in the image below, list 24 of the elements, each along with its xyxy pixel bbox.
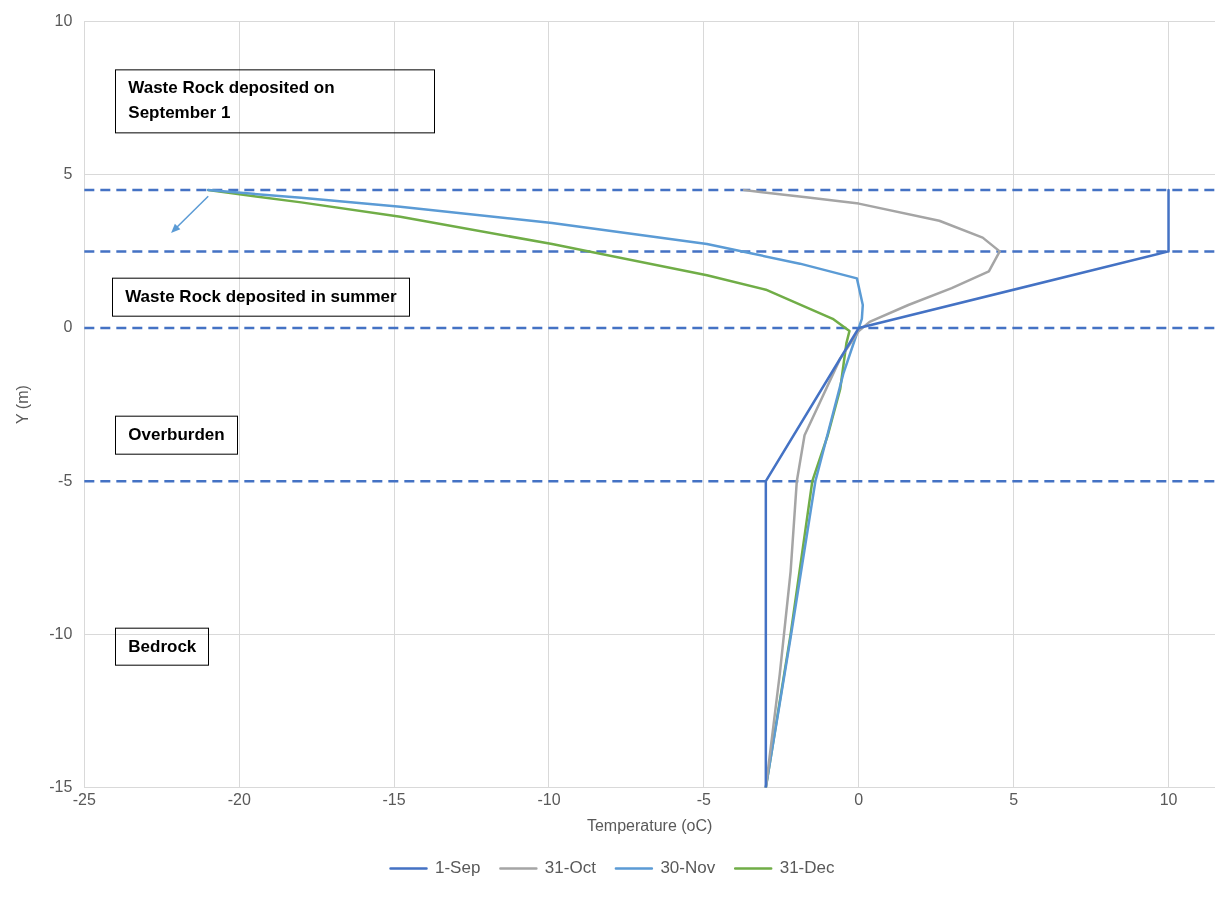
x-tick-label: -20 bbox=[227, 790, 251, 808]
annotation: Waste Rock deposited on September 1 bbox=[115, 69, 436, 133]
annotation: Bedrock bbox=[115, 627, 210, 666]
x-tick-label: -15 bbox=[382, 790, 406, 808]
x-tick-label: -10 bbox=[537, 790, 561, 808]
x-tick-label: 0 bbox=[854, 790, 864, 808]
x-tick-label: -5 bbox=[696, 790, 712, 808]
legend-label: 31-Dec bbox=[779, 858, 835, 878]
y-tick-label: 0 bbox=[63, 318, 73, 336]
legend-label: 31-Oct bbox=[544, 858, 597, 878]
x-tick-label: -25 bbox=[72, 790, 96, 808]
annotation: Overburden bbox=[115, 415, 238, 455]
y-tick-label: 5 bbox=[63, 165, 73, 183]
y-tick-label: -5 bbox=[58, 471, 73, 489]
legend-label: 30-Nov bbox=[660, 858, 716, 878]
x-tick-label: 5 bbox=[1009, 790, 1019, 808]
annotation: Waste Rock deposited in summer bbox=[112, 278, 410, 317]
y-axis-title: Y (m) bbox=[14, 385, 32, 425]
x-tick-label: 10 bbox=[1159, 790, 1178, 808]
legend-label: 1-Sep bbox=[435, 858, 481, 878]
y-tick-label: -10 bbox=[49, 624, 73, 642]
y-tick-label: 10 bbox=[54, 12, 73, 30]
y-tick-label: -15 bbox=[49, 778, 73, 796]
x-axis-title: Temperature (oC) bbox=[586, 816, 713, 834]
